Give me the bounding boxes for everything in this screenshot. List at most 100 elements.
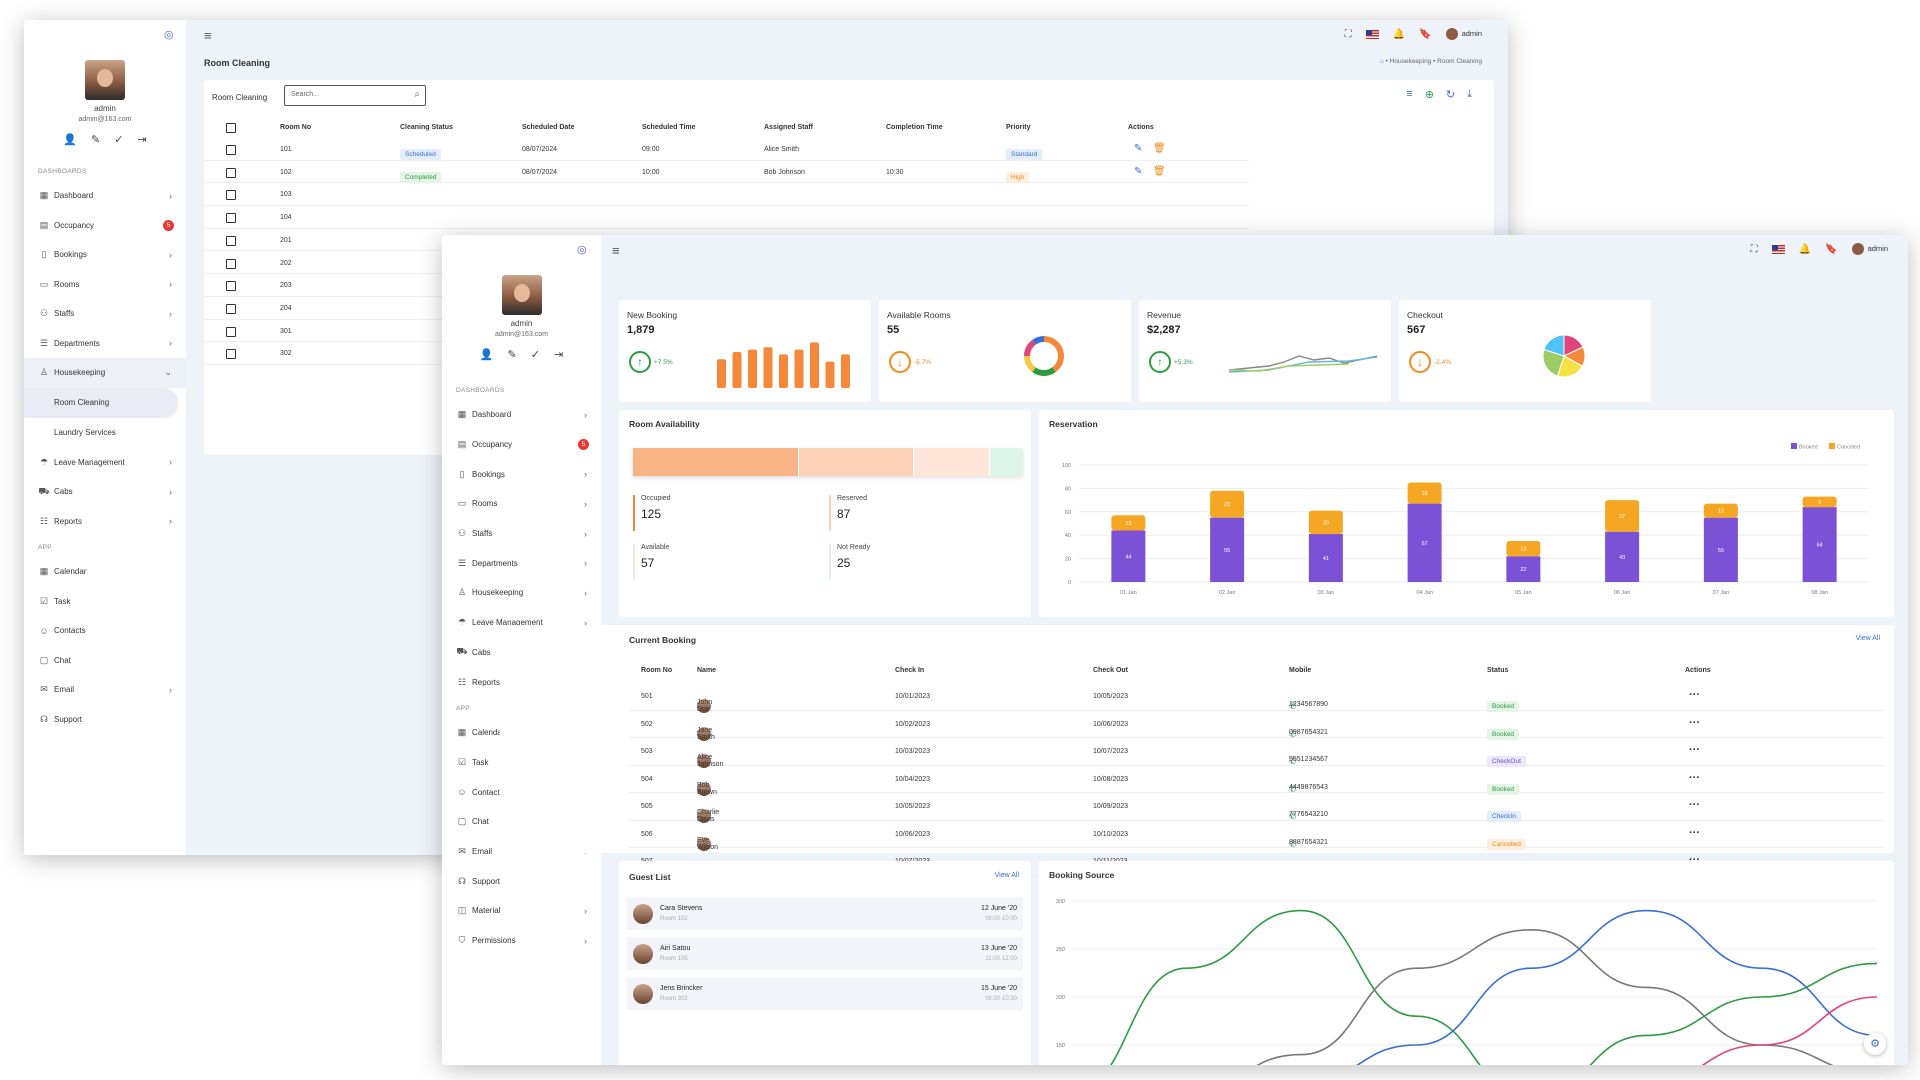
sidebar-item-housekeeping[interactable]: ♙ Housekeeping ⌄ [24, 358, 186, 388]
sidebar-item-calendar[interactable]: ▦ Calendar [24, 557, 186, 587]
more-actions-icon[interactable]: ··· [1689, 826, 1700, 839]
sidebar-subitem-laundry-services[interactable]: Laundry Services [54, 428, 116, 437]
edit-icon[interactable]: ✎ [1134, 143, 1143, 154]
flag-icon[interactable] [1771, 244, 1785, 254]
select-all-checkbox[interactable] [226, 123, 236, 133]
user-icon[interactable]: 👤 [63, 134, 78, 146]
check-icon[interactable]: ✓ [114, 134, 124, 146]
refresh-icon[interactable]: ↻ [1445, 89, 1456, 101]
home-icon[interactable]: ⌂ [1379, 58, 1384, 65]
sidebar-item-chat[interactable]: ▢ Chat [24, 646, 186, 676]
user-menu[interactable]: admin [1851, 243, 1888, 255]
table-row[interactable]: 504 Bob Brown 10/04/2023 10/08/2023 ✆ 4449876… [629, 766, 1884, 796]
filter-icon[interactable]: ≡ [1406, 88, 1413, 100]
more-actions-icon[interactable]: ··· [1689, 744, 1700, 756]
trash-icon[interactable]: 🗑 [1153, 165, 1166, 177]
fullscreen-icon[interactable]: ⛶ [1750, 243, 1758, 255]
sidebar-item-contacts[interactable]: ☺ Contacts [442, 777, 601, 807]
flag-icon[interactable] [1365, 29, 1379, 39]
add-icon[interactable]: ⊕ [1424, 89, 1434, 101]
sidebar-item-staffs[interactable]: ⚇ Staffs › [24, 299, 186, 329]
sidebar-item-contacts[interactable]: ☺ Contacts [24, 616, 186, 646]
more-actions-icon[interactable]: ··· [1689, 771, 1700, 784]
hamburger-icon[interactable]: ≡ [204, 28, 212, 43]
row-checkbox[interactable] [226, 235, 236, 246]
sidebar-toggle-icon[interactable]: ◎ [164, 29, 174, 41]
table-row[interactable]: 502 Jane Smith 10/02/2023 10/06/2023 ✆ 098765… [629, 711, 1884, 741]
sidebar-item-occupancy[interactable]: ▤ Occupancy 5 [24, 211, 186, 241]
sidebar-item-occupancy[interactable]: ▤ Occupancy 5 [442, 430, 601, 460]
logout-icon[interactable]: ⇥ [137, 134, 147, 146]
view-all-link[interactable]: View All [1855, 635, 1880, 642]
sidebar-item-material[interactable]: ◫ Material › [442, 896, 601, 926]
sidebar-item-leave-management[interactable]: ☂ Leave Management › [24, 448, 186, 478]
sidebar-toggle-icon[interactable]: ◎ [577, 244, 587, 256]
row-checkbox[interactable] [226, 281, 236, 292]
sidebar-item-support[interactable]: ☊ Support [24, 705, 186, 735]
download-icon[interactable]: ⤓ [1467, 88, 1472, 100]
table-row[interactable]: 101 Scheduled 08/07/2024 09:00 Alice Smith St… [204, 138, 1249, 161]
edit-icon[interactable]: ✎ [1134, 165, 1143, 177]
bell-icon[interactable]: 🔔 [1392, 28, 1406, 40]
sidebar-item-support[interactable]: ☊ Support [442, 866, 601, 896]
row-checkbox[interactable] [226, 349, 236, 360]
sidebar-item-chat[interactable]: ▢ Chat [442, 807, 601, 837]
user-menu[interactable]: admin [1445, 28, 1482, 40]
sidebar-item-permissions[interactable]: ⛉ Permissions › [442, 926, 601, 956]
sidebar-item-dashboard[interactable]: ▦ Dashboard › [24, 181, 186, 211]
search-input[interactable]: Search... ⌕ [284, 85, 426, 106]
trash-icon[interactable]: 🗑 [1153, 143, 1166, 154]
sidebar-item-staffs[interactable]: ⚇ Staffs › [442, 519, 601, 549]
edit-icon[interactable]: ✎ [507, 349, 517, 361]
row-checkbox[interactable] [226, 167, 236, 178]
sidebar-item-cabs[interactable]: ⛟ Cabs › [24, 477, 186, 507]
logout-icon[interactable]: ⇥ [553, 349, 564, 361]
more-actions-icon[interactable]: ··· [1689, 854, 1700, 866]
hamburger-icon[interactable]: ≡ [612, 243, 620, 258]
sidebar-item-rooms[interactable]: ▭ Rooms › [24, 270, 186, 300]
bookmark-icon[interactable]: 🔖 [1825, 243, 1838, 255]
section-label: APP [456, 704, 470, 712]
edit-icon[interactable]: ✎ [91, 134, 101, 146]
table-row[interactable]: 102 Completed 08/07/2024 10:00 Bob Johnson 10… [204, 161, 1249, 184]
sidebar-item-housekeeping[interactable]: ♙ Housekeeping › [442, 578, 601, 608]
user-icon[interactable]: 👤 [479, 349, 494, 361]
row-checkbox[interactable] [226, 145, 236, 155]
guest-list-item[interactable]: Cara Stevens Room 102 12 June '20 09:00-10:… [627, 897, 1023, 930]
check-icon[interactable]: ✓ [530, 349, 540, 361]
row-checkbox[interactable] [226, 303, 236, 314]
sidebar-item-email[interactable]: ✉ Email › [24, 675, 186, 705]
sidebar-item-reports[interactable]: ☷ Reports › [24, 507, 186, 537]
sidebar-item-leave-management[interactable]: ☂ Leave Management › [442, 608, 601, 638]
sidebar-item-departments[interactable]: ☰ Departments › [24, 329, 186, 359]
table-row[interactable]: 503 Alice Johnson 10/03/2023 10/07/2023 ✆ 555… [629, 738, 1884, 768]
more-actions-icon[interactable]: ··· [1689, 689, 1700, 701]
more-actions-icon[interactable]: ··· [1689, 799, 1700, 811]
table-row[interactable]: 104 [204, 206, 1249, 229]
settings-gear-icon[interactable]: ⚙ [1864, 1033, 1886, 1055]
guest-list-item[interactable]: Airi Satou Room 105 13 June '20 11:00-12:00 [627, 937, 1023, 970]
sidebar-item-departments[interactable]: ☰ Departments › [442, 548, 601, 578]
table-row[interactable]: 505 Charlie Davis 10/05/2023 10/09/2023 ✆ 777… [629, 793, 1884, 823]
table-row[interactable]: 103 [204, 183, 1249, 207]
sidebar-subitem-room-cleaning[interactable]: Room Cleaning [24, 387, 178, 418]
more-actions-icon[interactable]: ··· [1689, 716, 1700, 729]
sidebar-item-dashboard[interactable]: ▦ Dashboard › [442, 400, 601, 430]
guest-list-item[interactable]: Jens Brincker Room 302 15 June '20 09:30-10… [627, 977, 1023, 1010]
sidebar-item-calendar[interactable]: ▦ Calendar [442, 718, 601, 748]
sidebar-item-bookings[interactable]: ▯ Bookings › [24, 240, 186, 270]
view-all-link[interactable]: View All [994, 872, 1019, 879]
table-row[interactable]: 501 John Doe 10/01/2023 10/05/2023 ✆ 12345678… [629, 683, 1884, 713]
bookmark-icon[interactable]: 🔖 [1419, 28, 1432, 40]
sidebar-item-task[interactable]: ☑ Task [24, 587, 186, 617]
fullscreen-icon[interactable]: ⛶ [1344, 28, 1352, 40]
sidebar-item-bookings[interactable]: ▯ Bookings › [442, 459, 601, 489]
row-checkbox[interactable] [226, 326, 236, 337]
row-checkbox[interactable] [226, 213, 236, 224]
bell-icon[interactable]: 🔔 [1798, 243, 1812, 255]
row-checkbox[interactable] [226, 258, 236, 269]
sidebar-item-task[interactable]: ☑ Task [442, 748, 601, 778]
row-checkbox[interactable] [226, 190, 236, 201]
table-row[interactable]: 506 Eve Wilson 10/06/2023 10/10/2023 ✆ 888765… [629, 821, 1884, 851]
sidebar-item-rooms[interactable]: ▭ Rooms › [442, 489, 601, 519]
